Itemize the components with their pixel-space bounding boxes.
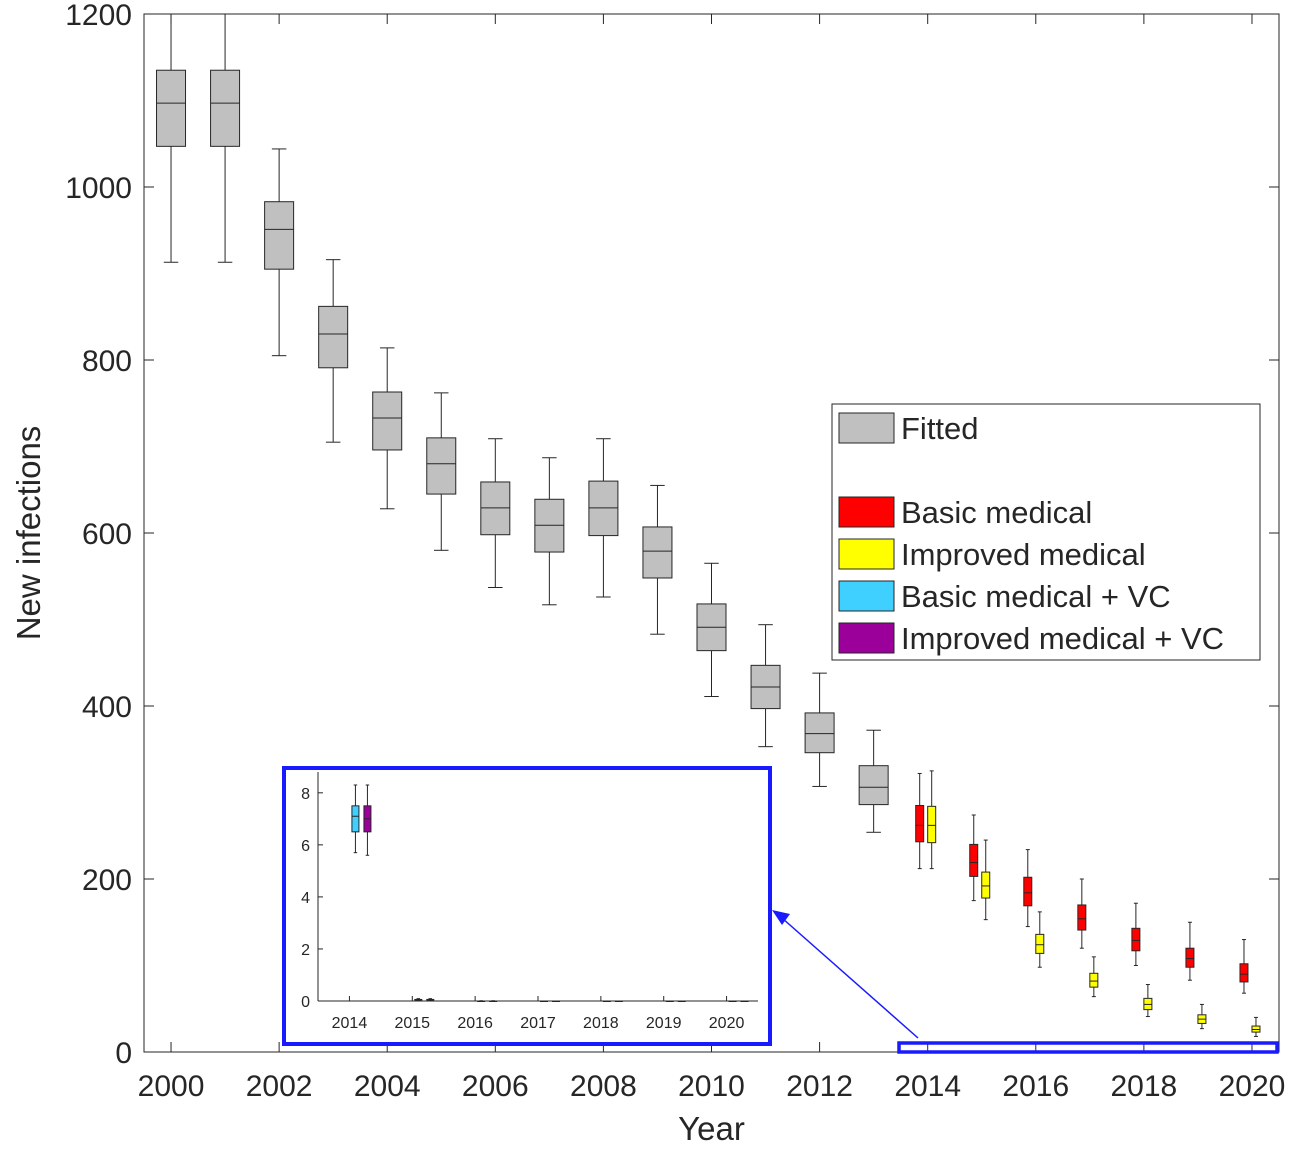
legend-label: Basic medical	[901, 495, 1092, 530]
basic-medical-box	[1239, 963, 1249, 983]
inset-y-tick-label: 4	[301, 890, 310, 907]
y-tick-label: 1200	[65, 0, 132, 32]
legend-label: Improved medical	[901, 537, 1146, 572]
y-tick-label: 0	[115, 1037, 132, 1070]
x-tick-label: 2008	[570, 1070, 637, 1103]
inset-basic-medical-vc-box	[351, 805, 360, 833]
y-tick-label: 400	[82, 691, 132, 724]
basic-medical-box	[1185, 947, 1195, 968]
legend-label: Fitted	[901, 411, 979, 446]
basic-medical-box	[969, 843, 979, 877]
improved-medical-box	[1035, 933, 1045, 954]
legend-swatch	[838, 412, 895, 444]
y-tick-label: 1000	[65, 172, 132, 205]
inset-x-tick-label: 2020	[709, 1015, 745, 1032]
legend-swatch	[838, 496, 895, 528]
basic-medical-box	[1131, 927, 1141, 952]
fitted-box	[318, 305, 349, 369]
x-tick-label: 2016	[1002, 1070, 1069, 1103]
legend-swatch	[838, 622, 895, 654]
y-tick-label: 200	[82, 864, 132, 897]
inset-y-tick-label: 6	[301, 838, 310, 855]
fitted-box	[804, 712, 835, 754]
legend-frame	[831, 403, 1261, 661]
x-tick-label: 2000	[138, 1070, 205, 1103]
x-tick-label: 2012	[786, 1070, 853, 1103]
fitted-box	[858, 765, 889, 806]
x-tick-label: 2020	[1219, 1070, 1286, 1103]
fitted-box	[156, 69, 187, 147]
legend-label: Improved medical + VC	[901, 621, 1224, 656]
inset-y-tick-label: 8	[301, 786, 310, 803]
zoom-arrow-head	[772, 910, 790, 925]
improved-medical-box	[1089, 972, 1099, 988]
fitted-box	[210, 69, 241, 147]
legend-swatch	[838, 580, 895, 612]
inset-x-tick-label: 2016	[457, 1015, 493, 1032]
x-tick-label: 2010	[678, 1070, 745, 1103]
fitted-box	[642, 526, 673, 579]
inset-x-tick-label: 2018	[583, 1015, 619, 1032]
x-tick-label: 2004	[354, 1070, 421, 1103]
inset-x-tick-label: 2019	[646, 1015, 682, 1032]
legend-swatch	[838, 538, 895, 570]
x-tick-label: 2006	[462, 1070, 529, 1103]
basic-medical-box	[1077, 904, 1087, 931]
zoom-region-box	[897, 1041, 1279, 1054]
legend-label: Basic medical + VC	[901, 579, 1171, 614]
inset-x-tick-label: 2015	[394, 1015, 430, 1032]
x-tick-label: 2014	[894, 1070, 961, 1103]
basic-medical-box	[915, 804, 925, 843]
improved-medical-box	[981, 871, 991, 899]
fitted-box	[264, 201, 295, 270]
inset-x-tick-label: 2017	[520, 1015, 556, 1032]
fitted-box	[426, 437, 457, 495]
x-tick-label: 2018	[1111, 1070, 1178, 1103]
inset-y-tick-label: 0	[301, 994, 310, 1011]
inset-y-tick-label: 2	[301, 942, 310, 959]
inset-x-tick-label: 2014	[332, 1015, 368, 1032]
x-tick-label: 2002	[246, 1070, 313, 1103]
y-tick-label: 800	[82, 345, 132, 378]
x-axis-label: Year	[678, 1110, 745, 1145]
fitted-box	[372, 391, 403, 451]
basic-medical-box	[1023, 876, 1033, 907]
y-axis-label: New infections	[10, 426, 47, 641]
y-tick-label: 600	[82, 518, 132, 551]
improved-medical-box	[927, 805, 937, 844]
zoom-arrow-line	[781, 917, 919, 1039]
